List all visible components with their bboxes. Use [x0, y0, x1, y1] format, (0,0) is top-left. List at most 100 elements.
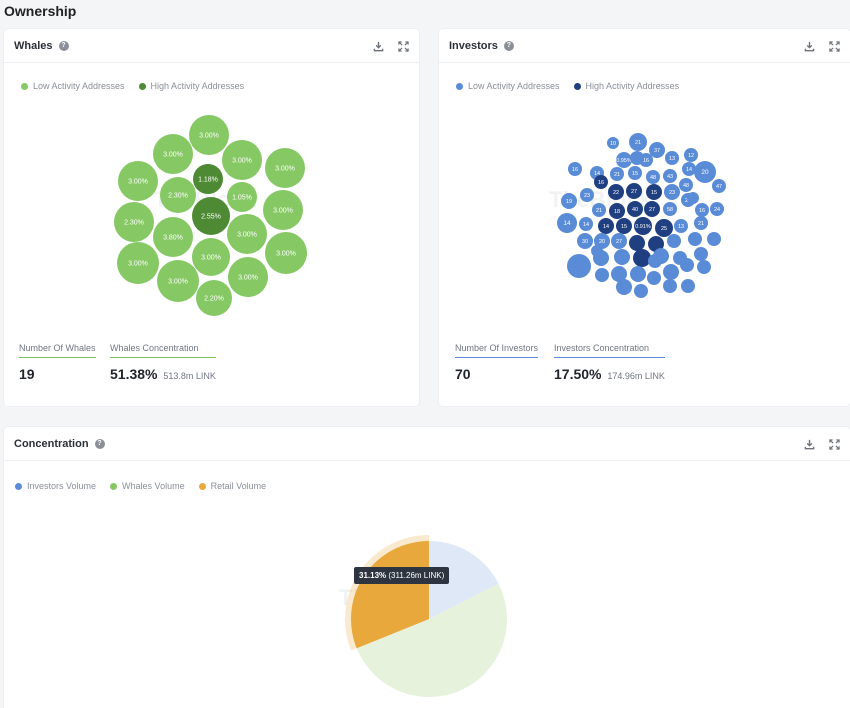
investor-bubble[interactable] [688, 232, 702, 246]
investor-bubble[interactable]: 0.95% [616, 152, 632, 168]
whale-bubble[interactable]: 3.00% [265, 232, 307, 274]
investor-bubble[interactable] [630, 151, 644, 165]
investor-bubble[interactable]: 13 [665, 151, 679, 165]
investor-bubble[interactable]: 14 [579, 217, 593, 231]
investor-bubble[interactable]: 21 [694, 216, 708, 230]
whale-bubble[interactable]: 3.00% [192, 238, 230, 276]
investor-bubble[interactable] [633, 249, 651, 267]
expand-icon[interactable] [398, 40, 409, 52]
investor-bubble[interactable] [680, 258, 694, 272]
investor-bubble[interactable]: 18 [609, 203, 625, 219]
investor-bubble[interactable] [614, 249, 630, 265]
download-icon[interactable] [373, 41, 384, 52]
whale-bubble[interactable]: 3.00% [263, 190, 303, 230]
whale-bubble[interactable]: 2.30% [160, 177, 196, 213]
whale-bubble[interactable]: 1.05% [227, 182, 257, 212]
investor-bubble[interactable]: 30 [577, 233, 593, 249]
whale-bubble[interactable]: 3.00% [118, 161, 158, 201]
investor-bubble[interactable]: 20 [694, 161, 716, 183]
investor-bubble[interactable] [707, 232, 721, 246]
investor-bubble[interactable]: 40 [627, 201, 643, 217]
whale-bubble[interactable]: 2.20% [196, 280, 232, 316]
investor-bubble[interactable]: 58 [663, 202, 677, 216]
legend-low-activity[interactable]: Low Activity Addresses [456, 81, 560, 91]
whale-bubble[interactable]: 3.00% [117, 242, 159, 284]
investor-bubble[interactable]: 14 [598, 218, 614, 234]
investor-bubble[interactable]: 48 [646, 170, 660, 184]
whale-bubble[interactable]: 3.00% [153, 134, 193, 174]
download-icon[interactable] [804, 439, 815, 450]
legend-whales-volume[interactable]: Whales Volume [110, 481, 185, 491]
whale-bubble[interactable]: 2.55% [192, 197, 230, 235]
expand-icon[interactable] [829, 438, 840, 450]
pie-slice-whales-volume[interactable] [356, 583, 507, 697]
investor-bubble[interactable]: 14 [682, 162, 696, 176]
investor-bubble[interactable] [647, 271, 661, 285]
investor-bubble[interactable]: 20 [594, 233, 610, 249]
help-icon[interactable]: ? [58, 40, 69, 51]
pie-slice-investors-volume[interactable] [429, 541, 499, 619]
investor-bubble[interactable] [694, 247, 708, 261]
whale-bubble[interactable]: 3.00% [227, 214, 267, 254]
investor-bubble[interactable]: 24 [710, 202, 724, 216]
investor-bubble[interactable]: 21 [629, 133, 647, 151]
whale-bubble[interactable]: 1.18% [193, 164, 223, 194]
investor-bubble[interactable] [630, 266, 646, 282]
whale-bubble[interactable]: 3.00% [189, 115, 229, 155]
investor-bubble[interactable]: 10 [607, 137, 619, 149]
whale-bubble[interactable]: 3.00% [157, 260, 199, 302]
investor-bubble[interactable] [648, 254, 662, 268]
investor-bubble[interactable]: 15 [628, 166, 642, 180]
whale-bubble[interactable]: 3.00% [228, 257, 268, 297]
investor-bubble[interactable] [629, 235, 645, 251]
help-icon[interactable]: ? [94, 438, 105, 449]
whale-bubble[interactable]: 3.80% [153, 217, 193, 257]
investor-bubble[interactable]: 21 [610, 167, 624, 181]
investor-bubble[interactable]: 19 [561, 193, 577, 209]
investor-bubble[interactable] [687, 192, 699, 204]
investor-bubble[interactable]: 27 [644, 201, 660, 217]
whale-bubble[interactable]: 3.00% [222, 140, 262, 180]
investor-bubble[interactable] [591, 245, 603, 257]
investor-bubble[interactable]: 27 [626, 183, 642, 199]
investor-bubble[interactable]: 14 [557, 213, 577, 233]
legend-low-activity[interactable]: Low Activity Addresses [21, 81, 125, 91]
investor-bubble[interactable]: 23 [664, 184, 680, 200]
investor-bubble[interactable]: 21 [592, 203, 606, 217]
investor-bubble[interactable]: 23 [580, 188, 594, 202]
investor-bubble[interactable] [697, 260, 711, 274]
investor-bubble[interactable]: 47 [712, 179, 726, 193]
legend-investors-volume[interactable]: Investors Volume [15, 481, 96, 491]
investor-bubble[interactable]: 22 [608, 184, 624, 200]
investor-bubble[interactable] [667, 234, 681, 248]
legend-high-activity[interactable]: High Activity Addresses [573, 81, 679, 91]
investor-bubble[interactable]: 37 [649, 142, 665, 158]
investor-bubble[interactable] [595, 268, 609, 282]
investor-bubble[interactable]: 48 [679, 178, 693, 192]
download-icon[interactable] [804, 41, 815, 52]
investor-bubble[interactable]: 16 [695, 203, 709, 217]
investor-bubble[interactable] [663, 264, 679, 280]
investor-bubble[interactable] [681, 279, 695, 293]
investor-bubble[interactable]: 43 [663, 169, 677, 183]
legend-retail-volume[interactable]: Retail Volume [198, 481, 266, 491]
investor-bubble[interactable]: 27 [611, 233, 627, 249]
legend-high-activity[interactable]: High Activity Addresses [138, 81, 244, 91]
investor-bubble[interactable]: 16 [568, 162, 582, 176]
whale-bubble[interactable]: 3.00% [265, 148, 305, 188]
investor-bubble[interactable]: 25 [655, 219, 673, 237]
investor-bubble[interactable]: 16 [594, 175, 608, 189]
investor-bubble[interactable] [616, 279, 632, 295]
help-icon[interactable]: ? [503, 40, 514, 51]
investor-bubble[interactable] [567, 254, 591, 278]
expand-icon[interactable] [829, 40, 840, 52]
investor-bubble[interactable]: 0.91% [634, 217, 652, 235]
investor-bubble[interactable] [663, 279, 677, 293]
whale-bubble[interactable]: 2.30% [114, 202, 154, 242]
investor-bubble[interactable]: 15 [646, 184, 662, 200]
investor-bubble[interactable]: 15 [616, 218, 632, 234]
investor-bubble[interactable] [648, 236, 664, 252]
investor-bubble[interactable] [634, 284, 648, 298]
investor-bubble[interactable] [611, 266, 627, 282]
investor-bubble[interactable]: 13 [674, 219, 688, 233]
